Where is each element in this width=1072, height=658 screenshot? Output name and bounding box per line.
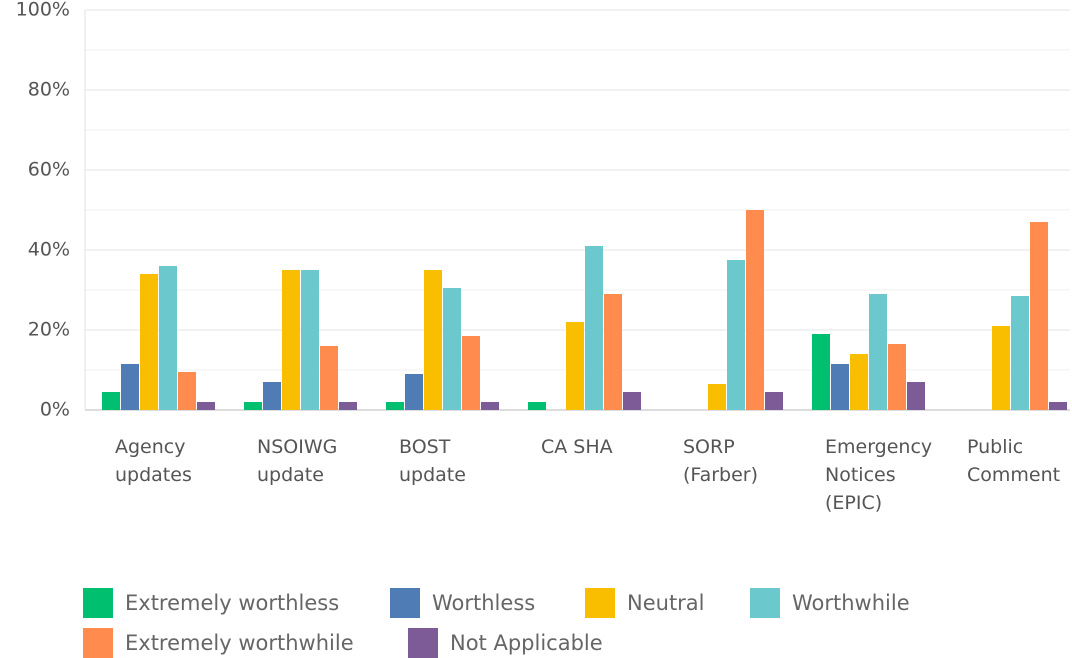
- bar: [197, 402, 215, 410]
- bar: [263, 382, 281, 410]
- y-tick-label: 40%: [28, 239, 70, 261]
- x-tick-label: Emergency Notices (EPIC): [825, 436, 933, 514]
- x-tick-label: CA SHA: [541, 436, 613, 458]
- bar: [244, 402, 262, 410]
- legend-item: Not Applicable: [408, 628, 603, 658]
- legend-label: Worthless: [432, 591, 536, 615]
- x-tick-label: Agency updates: [115, 436, 192, 486]
- legend-swatch: [83, 628, 113, 658]
- legend-swatch: [585, 588, 615, 618]
- legend-item: Extremely worthwhile: [83, 628, 354, 658]
- bar: [746, 210, 764, 410]
- y-tick-label: 100%: [16, 0, 70, 21]
- legend-swatch: [390, 588, 420, 618]
- legend-swatch: [83, 588, 113, 618]
- bar: [140, 274, 158, 410]
- bar: [850, 354, 868, 410]
- bar: [1049, 402, 1067, 410]
- bar: [405, 374, 423, 410]
- x-tick-label: SORP (Farber): [683, 436, 759, 486]
- legend-label: Extremely worthless: [125, 591, 340, 615]
- x-tick-label: NSOIWG update: [257, 436, 338, 486]
- legend-label: Extremely worthwhile: [125, 631, 354, 655]
- x-tick-label: Public Comment: [967, 436, 1061, 486]
- bar: [1011, 296, 1029, 410]
- bar: [282, 270, 300, 410]
- bar: [121, 364, 139, 410]
- legend-swatch: [750, 588, 780, 618]
- bar: [320, 346, 338, 410]
- bar: [888, 344, 906, 410]
- bar: [604, 294, 622, 410]
- bar: [765, 392, 783, 410]
- bar: [812, 334, 830, 410]
- bar: [623, 392, 641, 410]
- bar: [727, 260, 745, 410]
- legend-item: Worthless: [390, 588, 535, 618]
- bar: [831, 364, 849, 410]
- legend-swatch: [408, 628, 438, 658]
- bar: [869, 294, 887, 410]
- legend-label: Worthwhile: [792, 591, 910, 615]
- bar: [102, 392, 120, 410]
- y-tick-label: 80%: [28, 79, 70, 101]
- bar: [462, 336, 480, 410]
- bar: [992, 326, 1010, 410]
- bar: [708, 384, 726, 410]
- legend-label: Not Applicable: [450, 631, 603, 655]
- bar: [566, 322, 584, 410]
- bar: [481, 402, 499, 410]
- legend-item: Extremely worthless: [83, 588, 339, 618]
- bar: [178, 372, 196, 410]
- bar: [585, 246, 603, 410]
- bar: [159, 266, 177, 410]
- bar: [1030, 222, 1048, 410]
- bar: [443, 288, 461, 410]
- bar: [339, 402, 357, 410]
- bar: [528, 402, 546, 410]
- legend-item: Neutral: [585, 588, 705, 618]
- y-tick-label: 60%: [28, 159, 70, 181]
- bar: [424, 270, 442, 410]
- legend-item: Worthwhile: [750, 588, 910, 618]
- x-tick-label: BOST update: [399, 436, 466, 486]
- bar: [301, 270, 319, 410]
- legend-label: Neutral: [627, 591, 705, 615]
- y-tick-label: 20%: [28, 319, 70, 341]
- bar: [386, 402, 404, 410]
- bar: [907, 382, 925, 410]
- y-tick-label: 0%: [40, 399, 70, 421]
